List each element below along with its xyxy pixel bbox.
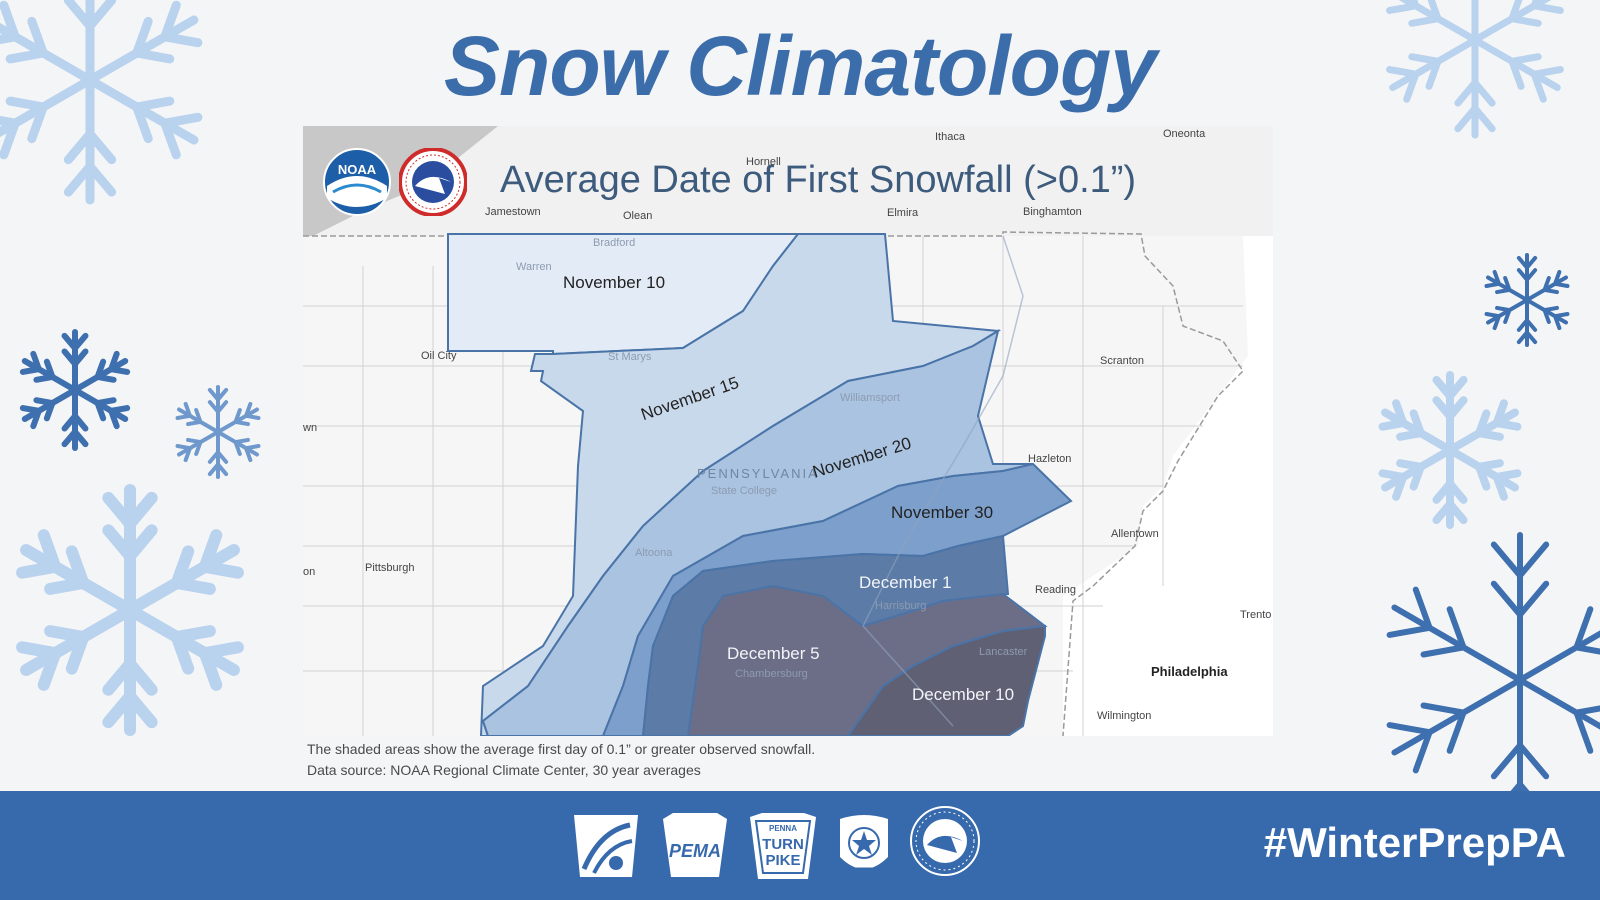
town-reading: Reading [1035,584,1076,596]
zone-label-december-10: December 10 [912,685,1015,704]
new-york-region [303,126,1273,236]
state-boundary [303,231,1244,736]
nws-footer-logo-icon [909,805,981,882]
turnpike-line-2: PIKE [765,852,800,869]
town-williamsport: Williamsport [840,392,900,404]
town-warren: Warren [516,261,552,273]
town-wilmington: Wilmington [1097,710,1152,722]
snowflake-icon [19,329,131,451]
map-caption-line-1: The shaded areas show the average first … [307,741,816,757]
page-title: Snow Climatology [443,19,1157,113]
zone-label-november-10: November 10 [563,273,666,292]
town-state-college: State College [711,485,778,497]
town-olean: Olean [623,210,653,222]
town-hornell: Hornell [746,156,781,168]
town-bradford: Bradford [593,237,636,249]
map-title: Average Date of First Snowfall (>0.1”) [500,159,1137,201]
town-jamestown: Jamestown [485,206,541,218]
town-oneonta: Oneonta [1163,128,1206,140]
snowflake-icon [0,0,203,205]
town-pittsburgh: Pittsburgh [365,562,415,574]
town-philadelphia: Philadelphia [1151,664,1228,679]
town-partial-west-2: on [303,566,316,578]
town-hazleton: Hazleton [1028,453,1072,465]
town-scranton: Scranton [1100,355,1145,367]
snowfall-map: NOAA Average Date of First Snowfall (>0.… [303,126,1273,736]
turnpike-logo-icon: PENNA TURN PIKE [746,811,820,888]
state-label: PENNSYLVANIA [697,466,819,481]
town-chambersburg: Chambersburg [735,668,808,680]
zone-december-10 [846,624,1046,736]
town-st-marys: St Marys [608,351,652,363]
penndot-logo-icon [570,811,642,886]
town-allentown: Allentown [1111,528,1159,540]
snowflake-icon [1386,0,1564,139]
snowflake-icon [1386,532,1600,828]
town-trento: Trento [1240,609,1272,621]
susquehanna-river [862,235,1024,727]
town-partial-west-1: wn [303,422,318,434]
town-altoona: Altoona [635,547,673,559]
town-ithaca: Ithaca [935,131,965,143]
snowflake-icon [1484,253,1570,347]
town-lancaster: Lancaster [979,646,1028,658]
snowflake-icon [175,385,261,479]
map-caption-line-2: Data source: NOAA Regional Climate Cente… [307,762,701,778]
zone-label-december-1: December 1 [859,573,952,592]
noaa-wordmark: NOAA [338,162,377,177]
town-oil-city: Oil City [421,350,457,362]
zone-label-november-30: November 30 [891,503,994,522]
map-svg [303,126,1273,736]
snowflake-icon [16,484,244,736]
pema-logo-icon: PEMA [659,811,731,886]
turnpike-top-text: PENNA [769,824,797,833]
zone-label-december-5: December 5 [727,644,820,663]
hashtag: #WinterPrepPA [1263,819,1566,866]
state-police-logo-icon [834,811,894,886]
town-elmira: Elmira [887,207,919,219]
snowflake-icon [1378,371,1522,529]
footer-bar: PEMA PENNA TURN PIKE #WinterPrepPA [0,791,1600,900]
pema-wordmark: PEMA [669,841,721,861]
town-binghamton: Binghamton [1023,206,1082,218]
town-harrisburg: Harrisburg [875,600,927,612]
turnpike-line-1: TURN [762,836,804,853]
